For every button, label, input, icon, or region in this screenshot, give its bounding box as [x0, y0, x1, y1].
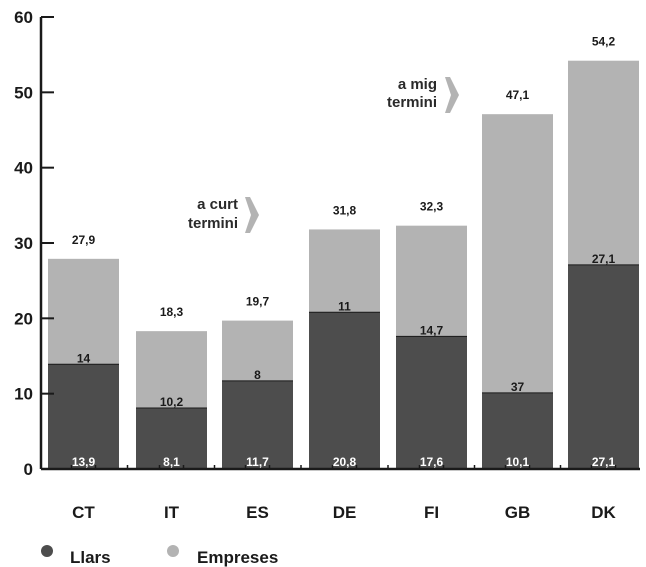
- x-category-label: DK: [591, 503, 616, 522]
- annotation-short-term: a curt termini: [188, 196, 259, 233]
- bar-empreses-dk: [568, 60, 639, 265]
- empreses-value-label: 10,2: [160, 395, 184, 409]
- y-tick-label: 50: [14, 83, 33, 102]
- llars-value-label: 10,1: [506, 455, 530, 469]
- empreses-value-label: 27,1: [592, 252, 616, 266]
- x-category-label: IT: [164, 503, 180, 522]
- bar-empreses-it: [136, 331, 207, 408]
- bar-empreses-gb: [482, 114, 553, 393]
- x-category-label: FI: [424, 503, 439, 522]
- annotation-text-line: a mig: [398, 76, 437, 93]
- annotation-text-line: termini: [188, 215, 238, 232]
- legend-empreses: Empreses: [167, 545, 278, 567]
- x-category-label: CT: [72, 503, 95, 522]
- llars-value-label: 13,9: [72, 455, 96, 469]
- bar-empreses-es: [222, 320, 293, 381]
- total-value-label: 19,7: [246, 295, 270, 309]
- bar-llars-de: [309, 312, 380, 469]
- y-tick-label: 10: [14, 385, 33, 404]
- empreses-value-label: 11: [338, 299, 351, 313]
- llars-value-label: 8,1: [163, 455, 180, 469]
- arrow-right-icon: [445, 77, 459, 113]
- bar-llars-ct: [48, 364, 119, 469]
- y-tick-label: 60: [14, 8, 33, 27]
- annotation-text-line: termini: [387, 94, 437, 111]
- bar-llars-fi: [396, 336, 467, 469]
- arrow-right-icon: [245, 197, 259, 233]
- total-value-label: 32,3: [420, 200, 444, 214]
- bar-llars-it: [136, 407, 207, 469]
- total-value-label: 47,1: [506, 88, 530, 102]
- bar-empreses-de: [309, 229, 380, 313]
- bar-llars-gb: [482, 392, 553, 469]
- legend: Llars Empreses: [41, 545, 278, 567]
- total-value-label: 18,3: [160, 305, 184, 319]
- legend-swatch: [41, 545, 53, 557]
- y-tick-label: 20: [14, 309, 33, 328]
- bar-empreses-ct: [48, 258, 119, 365]
- llars-value-label: 17,6: [420, 455, 444, 469]
- legend-llars: Llars: [41, 545, 111, 567]
- annotation-text-line: a curt: [197, 196, 238, 213]
- y-tick-label: 0: [24, 460, 33, 479]
- bar-empreses-fi: [396, 225, 467, 337]
- axes-layer: 0 10 20 30 40 50 60: [14, 8, 640, 479]
- x-category-label: ES: [246, 503, 269, 522]
- legend-label: Empreses: [197, 548, 278, 567]
- y-tick-label: 30: [14, 234, 33, 253]
- bars-layer: [48, 60, 639, 469]
- empreses-value-label: 37: [511, 380, 525, 394]
- labels-layer: CT IT ES DE FI GB DK 27,9 18,3 19,7 31,8 32,3 47,1 54…: [72, 35, 617, 522]
- empreses-value-label: 8: [254, 368, 261, 382]
- llars-value-label: 11,7: [246, 455, 269, 469]
- llars-value-label: 20,8: [333, 455, 357, 469]
- total-value-label: 27,9: [72, 233, 96, 247]
- y-tick-label: 40: [14, 159, 33, 178]
- empreses-value-label: 14,7: [420, 323, 444, 337]
- legend-label: Llars: [70, 548, 111, 567]
- llars-value-label: 27,1: [592, 455, 616, 469]
- legend-swatch: [167, 545, 179, 557]
- bar-llars-dk: [568, 264, 639, 469]
- total-value-label: 54,2: [592, 35, 616, 49]
- empreses-value-label: 14: [77, 351, 91, 365]
- x-category-label: GB: [505, 503, 531, 522]
- bar-llars-es: [222, 380, 293, 469]
- x-category-label: DE: [333, 503, 357, 522]
- total-value-label: 31,8: [333, 203, 357, 217]
